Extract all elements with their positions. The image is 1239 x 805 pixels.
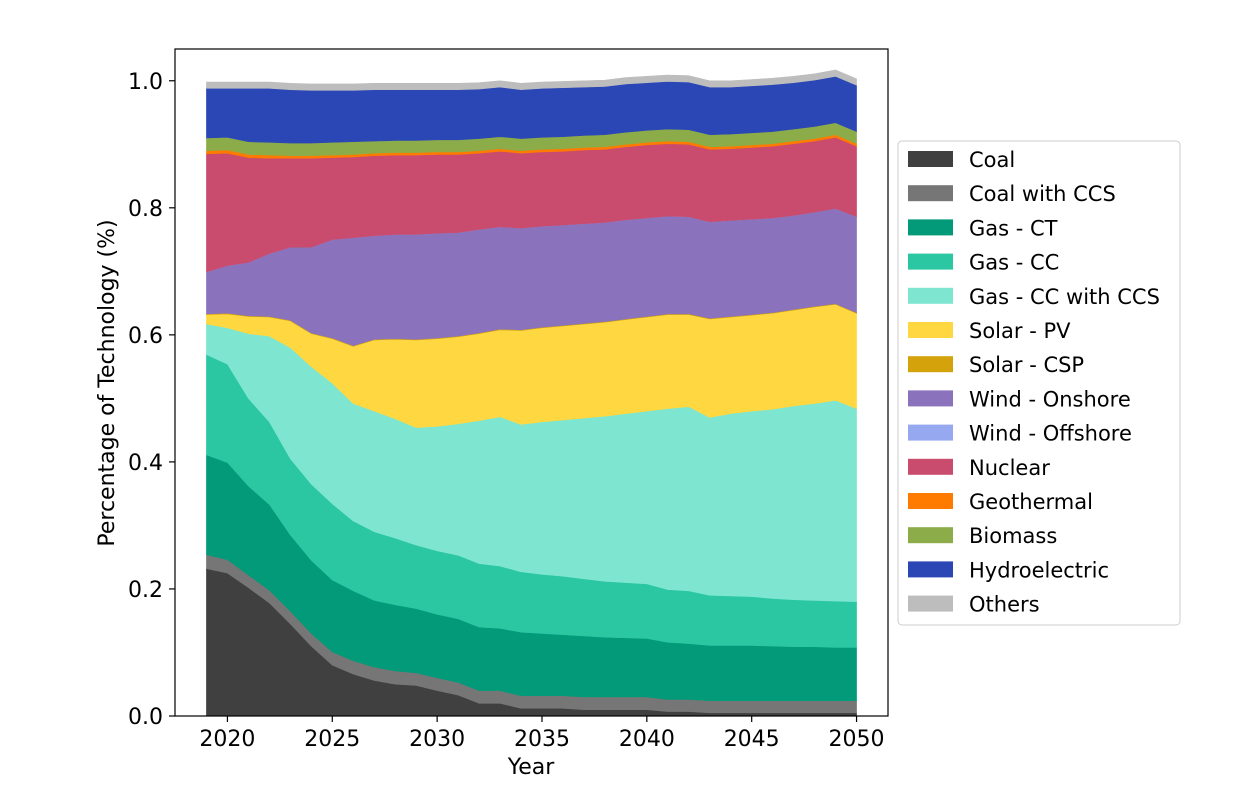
legend-label-others: Others <box>969 593 1040 617</box>
legend-swatch-wind-onshore <box>908 390 953 407</box>
area-others <box>206 69 857 91</box>
legend-label-nuclear: Nuclear <box>969 456 1050 480</box>
legend-swatch-coal-with-ccs <box>908 185 953 202</box>
legend-items: Coal Coal with CCS Gas - CT Gas - CC Gas - C… <box>908 148 1160 617</box>
legend-label-coal: Coal <box>969 148 1015 172</box>
plot-frame <box>174 48 889 717</box>
legend-swatch-hydroelectric <box>908 561 953 578</box>
y-tick-label: 0.6 <box>128 324 163 349</box>
x-axis-ticks: 2020 2025 2030 2035 2040 2045 2050 <box>199 716 885 752</box>
legend-swatch-gas-cc-with-ccs <box>908 287 953 304</box>
x-tick-label: 2030 <box>409 727 465 752</box>
x-tick-label: 2020 <box>199 727 255 752</box>
y-axis-label: Percentage of Technology (%) <box>95 219 120 546</box>
x-tick-label: 2035 <box>514 727 570 752</box>
legend-label-hydroelectric: Hydroelectric <box>969 558 1109 582</box>
x-axis-label: Year <box>507 755 556 780</box>
legend-swatch-wind-offshore <box>908 424 953 441</box>
y-tick-label: 0.2 <box>128 578 163 603</box>
legend-label-gas-cc-with-ccs: Gas - CC with CCS <box>969 285 1160 309</box>
legend-label-gas-cc: Gas - CC <box>969 251 1059 275</box>
x-tick-label: 2040 <box>619 727 675 752</box>
y-tick-label: 0.4 <box>128 451 163 476</box>
legend-label-solar-csp: Solar - CSP <box>969 353 1084 377</box>
legend-label-geothermal: Geothermal <box>969 490 1093 514</box>
legend-label-wind-onshore: Wind - Onshore <box>969 387 1131 411</box>
legend-label-gas-ct: Gas - CT <box>969 216 1058 240</box>
y-tick-label: 0.8 <box>128 197 163 222</box>
legend-label-coal-with-ccs: Coal with CCS <box>969 182 1116 206</box>
legend-swatch-nuclear <box>908 458 953 475</box>
legend-swatch-geothermal <box>908 493 953 509</box>
legend-swatch-biomass <box>908 527 953 544</box>
x-tick-label: 2045 <box>724 727 780 752</box>
x-tick-label: 2025 <box>304 727 360 752</box>
y-tick-label: 0.0 <box>128 705 163 730</box>
legend-swatch-solar-pv <box>908 322 953 338</box>
x-tick-label: 2050 <box>829 727 885 752</box>
legend-swatch-gas-cc <box>908 253 953 270</box>
y-tick-label: 1.0 <box>128 70 163 95</box>
legend-label-biomass: Biomass <box>969 524 1057 548</box>
legend: Coal Coal with CCS Gas - CT Gas - CC Gas - C… <box>897 140 1181 626</box>
y-axis-ticks: 0.0 0.2 0.4 0.6 0.8 1.0 <box>128 70 175 730</box>
legend-frame <box>897 140 1181 626</box>
legend-label-solar-pv: Solar - PV <box>969 319 1071 343</box>
legend-swatch-others <box>908 595 953 612</box>
legend-label-wind-offshore: Wind - Offshore <box>969 422 1132 446</box>
area-layer <box>206 69 857 717</box>
legend-swatch-gas-ct <box>908 219 953 236</box>
legend-swatch-solar-csp <box>908 356 953 373</box>
legend-swatch-coal <box>908 151 953 167</box>
